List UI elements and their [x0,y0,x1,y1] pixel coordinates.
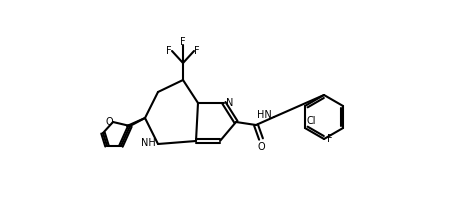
Text: O: O [257,142,264,152]
Text: Cl: Cl [306,116,316,126]
Text: F: F [180,37,185,47]
Text: O: O [105,117,112,127]
Text: F: F [326,134,332,144]
Text: F: F [166,46,172,56]
Text: N: N [225,98,233,108]
Text: HN: HN [257,110,271,120]
Text: F: F [194,46,199,56]
Text: NH: NH [141,138,156,148]
